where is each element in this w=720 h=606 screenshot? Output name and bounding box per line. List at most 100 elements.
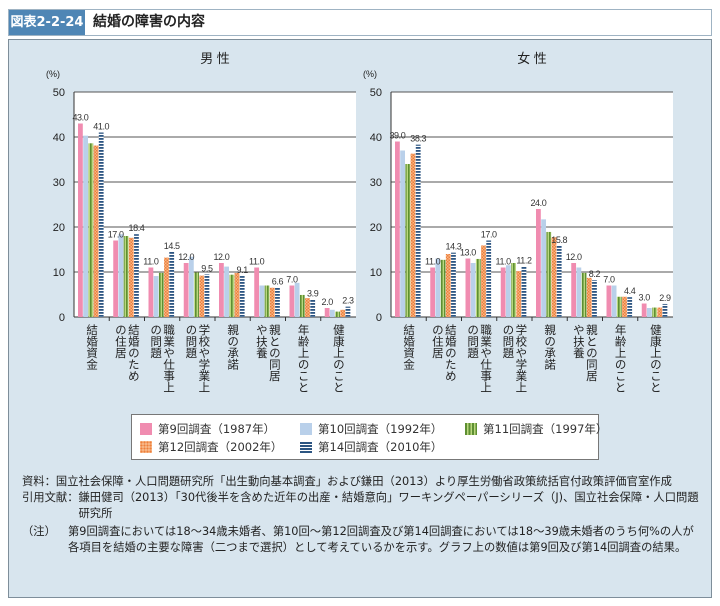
x-category-label: 年齢上のこと (296, 324, 311, 393)
bar (592, 280, 597, 317)
figure-number: 図表2-2-24 (9, 10, 85, 35)
data-label: 17.0 (108, 230, 124, 240)
x-category-label: 親との同居 や扶養 (571, 324, 599, 382)
bar (445, 254, 451, 317)
bar (641, 303, 647, 317)
note-remark: （注） 第9回調査においては18～34歳未婚者、第10回～第12回調査及び第14回… (22, 524, 702, 556)
bar (188, 256, 194, 317)
bar (264, 285, 270, 317)
bar (88, 143, 94, 317)
note-label: （注） (22, 525, 56, 538)
bar (470, 263, 476, 317)
bar (551, 237, 557, 317)
bar (440, 259, 446, 317)
bar (169, 251, 175, 317)
bar (611, 285, 617, 317)
data-label: 7.0 (603, 275, 615, 285)
data-label: 17.0 (481, 230, 497, 240)
bar (541, 219, 546, 317)
note-label: 引用文献： (22, 491, 79, 504)
bar (229, 274, 235, 317)
x-category-label: 結婚資金 (85, 324, 100, 370)
legend-label: 第11回調査（1997年） (483, 422, 608, 436)
bar (435, 258, 441, 317)
bar (511, 263, 516, 317)
y-axis-unit: (%) (363, 69, 377, 79)
bar (606, 285, 612, 317)
data-label: 11.0 (425, 257, 441, 267)
bar (546, 231, 552, 317)
data-label: 2.0 (321, 297, 333, 307)
bar (646, 308, 652, 317)
legend-swatch (300, 423, 312, 435)
bar (500, 267, 506, 317)
note-text: 国立社会保障・人口問題研究所「出生動向基本調査」および鎌田（2013）より厚生労… (55, 475, 672, 488)
bar (475, 258, 481, 317)
bar (657, 307, 663, 317)
legend-item: 第11回調査（1997年） (465, 421, 607, 437)
bar (521, 266, 527, 317)
bar (93, 145, 99, 317)
data-label: 43.0 (72, 113, 88, 123)
x-category-label: 職業や仕事上 の問題 (149, 324, 177, 393)
data-label: 9.1 (237, 265, 249, 275)
notes: 資料： 国立社会保障・人口問題研究所「出生動向基本調査」および鎌田（2013）より… (22, 474, 702, 556)
chart-female: 女 性 (%) 0 10 20 30 40 50 39.0 38.3 11.0 14.313.0 17.… (363, 51, 673, 324)
bar (400, 150, 405, 317)
x-category-label: 親との同居 や扶養 (254, 324, 282, 382)
data-label: 3.0 (638, 293, 650, 303)
bar (622, 296, 627, 317)
bar (234, 272, 240, 317)
bar (536, 209, 541, 317)
bar (118, 234, 124, 317)
data-label: 4.4 (624, 286, 636, 296)
y-tick-label: 50 (53, 87, 65, 99)
bar (153, 276, 159, 317)
legend-swatch (140, 423, 152, 435)
bar (219, 263, 224, 317)
data-label: 3.9 (307, 288, 319, 298)
y-tick-label: 20 (370, 222, 382, 234)
bar (662, 303, 668, 317)
bar (329, 309, 335, 317)
x-category-label: 職業や仕事上 の問題 (466, 324, 494, 393)
bar (451, 252, 456, 317)
y-tick-label: 30 (370, 177, 382, 189)
x-category-label: 健康上のこと (331, 324, 346, 393)
bar (239, 276, 245, 317)
y-axis-unit: (%) (46, 69, 60, 79)
x-category-label: 結婚資金 (402, 324, 417, 370)
bar (194, 272, 199, 317)
bar (259, 285, 265, 317)
y-tick-label: 30 (53, 177, 65, 189)
legend-item: 第12回調査（2002年） (140, 439, 282, 455)
legend-swatch (140, 441, 152, 453)
data-label: 11.2 (516, 256, 532, 266)
note-reference: 引用文献： 鎌田健司（2013）「30代後半を含めた近年の出産・結婚意向」ワーキン… (22, 490, 702, 522)
data-label: 2.3 (342, 296, 354, 306)
y-tick-label: 10 (53, 267, 65, 279)
data-label: 14.5 (164, 241, 180, 251)
bar (486, 240, 492, 317)
x-category-label: 年齢上のこと (613, 324, 628, 393)
bar (652, 307, 657, 317)
bar (98, 132, 104, 317)
legend-label: 第14回調査（2010年） (318, 440, 443, 454)
bar (310, 299, 316, 317)
bar (581, 272, 587, 317)
bar (158, 272, 164, 317)
bar (78, 123, 83, 317)
x-category-label: 結婚のため の住居 (430, 324, 458, 382)
bar (299, 294, 305, 317)
data-label: 11.0 (143, 257, 159, 267)
x-category-label: 結婚のため の住居 (113, 324, 141, 382)
y-tick-label: 0 (376, 312, 382, 324)
bar (269, 287, 275, 317)
x-category-label: 学校や学業上 の問題 (501, 324, 529, 393)
data-label: 11.0 (496, 257, 512, 267)
legend-swatch (465, 423, 477, 435)
data-label: 8.2 (589, 269, 601, 279)
data-label: 12.0 (213, 252, 229, 262)
bar (128, 237, 134, 317)
